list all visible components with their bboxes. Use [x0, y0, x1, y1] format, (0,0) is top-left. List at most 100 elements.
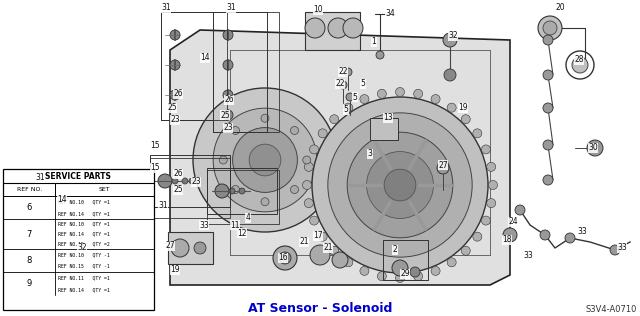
Text: REF NO.10   QTY =1: REF NO.10 QTY =1: [58, 222, 110, 227]
Circle shape: [431, 94, 440, 104]
Text: 28: 28: [574, 56, 584, 64]
Text: 6: 6: [26, 203, 32, 212]
Circle shape: [396, 274, 404, 283]
Text: 2: 2: [392, 246, 397, 254]
Text: REF NO.11   QTY =1: REF NO.11 QTY =1: [58, 275, 110, 280]
Text: 33: 33: [577, 228, 587, 236]
Bar: [161, 12, 227, 120]
Circle shape: [223, 110, 233, 120]
Circle shape: [413, 272, 422, 281]
Text: 5: 5: [353, 93, 357, 101]
Bar: [213, 12, 267, 132]
Circle shape: [344, 258, 353, 267]
Circle shape: [170, 60, 180, 70]
Circle shape: [396, 88, 404, 96]
Text: 31: 31: [226, 3, 236, 13]
Circle shape: [392, 260, 408, 276]
Circle shape: [378, 272, 387, 281]
Bar: [213, 12, 279, 132]
Circle shape: [303, 180, 312, 190]
Circle shape: [76, 238, 90, 252]
Circle shape: [339, 81, 347, 89]
Polygon shape: [15, 275, 40, 300]
Text: 31: 31: [161, 3, 171, 13]
Bar: [150, 158, 230, 218]
Circle shape: [473, 129, 482, 138]
Circle shape: [80, 242, 86, 248]
Circle shape: [310, 216, 319, 225]
Text: 14: 14: [57, 196, 67, 204]
Circle shape: [279, 252, 291, 264]
Text: 11: 11: [230, 221, 240, 229]
Text: 33: 33: [199, 221, 209, 229]
Circle shape: [343, 18, 363, 38]
Circle shape: [229, 188, 235, 194]
Bar: [383, 240, 428, 280]
Bar: [207, 168, 277, 214]
Text: 9: 9: [27, 279, 32, 288]
Circle shape: [223, 30, 233, 40]
Text: S3V4-A0710: S3V4-A0710: [585, 306, 636, 314]
Text: REF NO.10   QTY -1: REF NO.10 QTY -1: [58, 252, 110, 257]
Circle shape: [565, 233, 575, 243]
Text: 29: 29: [400, 270, 410, 278]
Bar: [150, 155, 230, 207]
Text: 23: 23: [223, 124, 233, 132]
Text: SET: SET: [99, 187, 110, 192]
Circle shape: [376, 51, 384, 59]
Text: 15: 15: [150, 141, 160, 149]
Circle shape: [572, 57, 588, 73]
Text: 26: 26: [224, 95, 234, 105]
Text: 23: 23: [191, 178, 201, 186]
Circle shape: [318, 129, 327, 138]
Circle shape: [360, 266, 369, 276]
Circle shape: [55, 181, 65, 191]
Text: REF NO.14   QTY =1: REF NO.14 QTY =1: [58, 211, 110, 216]
Circle shape: [310, 145, 319, 154]
Text: 5: 5: [344, 106, 348, 114]
Text: 15: 15: [150, 163, 160, 173]
Circle shape: [213, 108, 317, 212]
Text: 14: 14: [200, 53, 210, 63]
Text: 30: 30: [588, 143, 598, 153]
Circle shape: [543, 70, 553, 80]
Circle shape: [431, 266, 440, 276]
Text: ·: ·: [42, 290, 45, 300]
Text: REF NO.14   QTY =1: REF NO.14 QTY =1: [58, 287, 110, 292]
Text: 3: 3: [367, 149, 372, 159]
Circle shape: [610, 245, 620, 255]
Polygon shape: [170, 30, 510, 285]
Text: 19: 19: [170, 265, 180, 275]
Bar: [3, 169, 154, 310]
Circle shape: [330, 246, 339, 255]
Circle shape: [220, 156, 227, 164]
Circle shape: [378, 89, 387, 98]
Text: 18: 18: [502, 235, 512, 245]
Text: 26: 26: [173, 169, 183, 179]
Circle shape: [486, 199, 496, 208]
Circle shape: [473, 232, 482, 241]
Circle shape: [437, 162, 449, 174]
Circle shape: [447, 103, 456, 112]
Text: 19: 19: [458, 104, 468, 112]
Text: 27: 27: [438, 161, 448, 169]
Circle shape: [543, 35, 553, 45]
Circle shape: [515, 205, 525, 215]
Text: 26: 26: [173, 89, 183, 99]
Circle shape: [318, 232, 327, 241]
Circle shape: [344, 68, 352, 76]
Circle shape: [310, 245, 330, 265]
Text: 10: 10: [313, 5, 323, 15]
Circle shape: [543, 140, 553, 150]
Circle shape: [303, 156, 311, 164]
Text: 23: 23: [170, 116, 180, 125]
Circle shape: [367, 152, 433, 218]
Circle shape: [543, 175, 553, 185]
Bar: [370, 118, 398, 140]
Text: REF NO.10   QTY =1: REF NO.10 QTY =1: [58, 199, 110, 204]
Circle shape: [304, 199, 314, 208]
Circle shape: [540, 230, 550, 240]
Text: REF NO.14   QTY =1: REF NO.14 QTY =1: [58, 232, 110, 237]
Circle shape: [249, 144, 281, 176]
Text: 25: 25: [173, 185, 183, 195]
